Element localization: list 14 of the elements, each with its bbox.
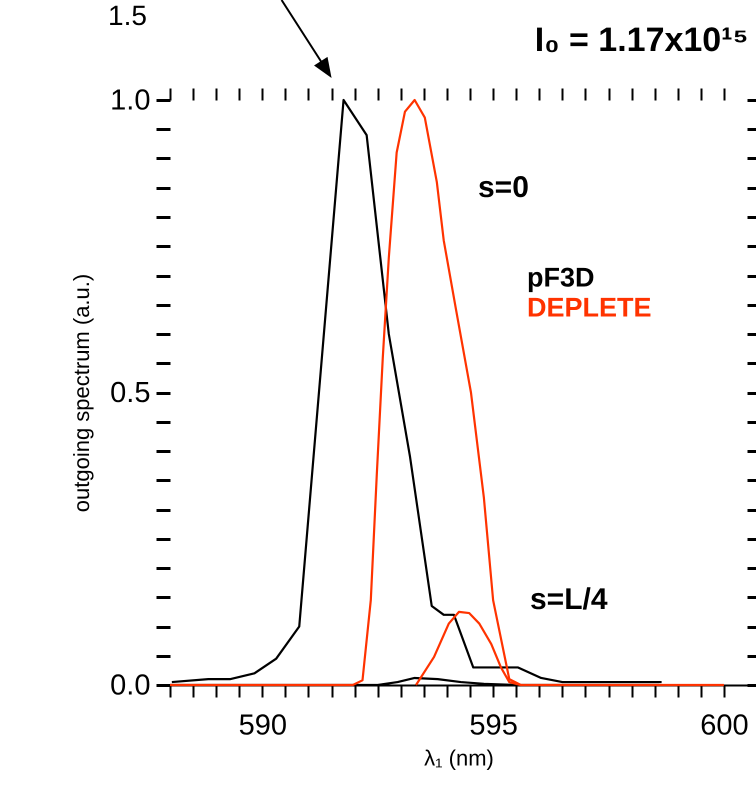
- text: 1.5: [108, 0, 147, 32]
- y-tick-label: 0.5: [110, 377, 150, 409]
- text: pF3D: [527, 262, 594, 292]
- y-tick-label: 0.0: [110, 670, 150, 702]
- x-axis-title: λ₁ (nm): [424, 746, 494, 770]
- x-tick-label: 595: [469, 710, 518, 742]
- annotation: s=0: [478, 171, 529, 204]
- x-tick-label: 590: [238, 710, 288, 742]
- annotation: s=L/4: [530, 583, 608, 616]
- x-tick-label: 600: [700, 710, 749, 742]
- y-tick-label: 1.0: [110, 84, 150, 116]
- chart-title: I₀ = 1.17x10¹⁵: [534, 21, 748, 59]
- text: DEPLETE: [527, 292, 652, 322]
- y-axis-title: outgoing spectrum (a.u.): [69, 274, 94, 512]
